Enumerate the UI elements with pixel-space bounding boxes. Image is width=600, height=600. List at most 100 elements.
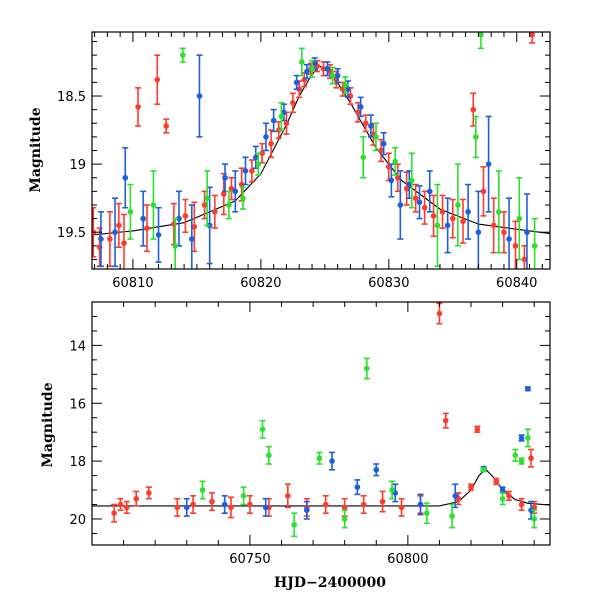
full-panel: 60750 60800 14 16 18 20 Magnitude HJD−2400000 (40, 301, 551, 591)
full-plot-frame (91, 301, 551, 546)
y-tick-label: 19 (69, 158, 86, 173)
data-point (477, 32, 484, 50)
data-point (232, 170, 239, 213)
data-point (373, 463, 380, 477)
y-tick-label: 18 (69, 455, 86, 470)
data-point (524, 385, 531, 392)
data-point (423, 502, 430, 525)
data-point (278, 102, 285, 131)
data-point (454, 163, 461, 247)
data-point (397, 170, 404, 240)
data-point (179, 47, 186, 63)
data-point (182, 198, 189, 234)
data-point (145, 486, 152, 500)
data-point (150, 170, 157, 240)
data-point (120, 213, 127, 269)
data-point (416, 185, 423, 220)
data-point (357, 96, 364, 118)
data-point (380, 131, 387, 156)
data-point (190, 495, 197, 514)
data-point (222, 163, 229, 193)
data-point (475, 190, 482, 269)
data-point (248, 159, 255, 183)
data-point (117, 497, 124, 512)
data-point (342, 76, 349, 95)
data-point (135, 87, 142, 127)
full-model-curve-layer (92, 468, 550, 507)
data-point (528, 448, 535, 468)
data-point (449, 198, 456, 239)
data-point (417, 493, 424, 516)
data-point (329, 451, 336, 471)
zoom-axis-ticks: 60810 60820 60830 60840 18.5 19 19.5 (57, 32, 550, 291)
data-point (480, 466, 487, 473)
data-point (309, 59, 316, 78)
data-point (495, 170, 502, 254)
zoom-data-layer (92, 32, 538, 269)
data-point (97, 210, 104, 268)
data-point (174, 497, 181, 517)
data-point (363, 357, 370, 380)
data-point (408, 152, 415, 209)
data-point (238, 167, 245, 202)
data-point (133, 490, 140, 507)
data-point (259, 142, 266, 164)
data-point (293, 74, 300, 91)
data-point (334, 67, 341, 84)
data-point (518, 497, 525, 512)
data-point (442, 412, 449, 429)
data-point (172, 217, 179, 269)
data-point (500, 210, 507, 254)
data-point (144, 204, 151, 253)
data-point (322, 495, 329, 514)
data-point (421, 190, 428, 225)
y-tick-label: 16 (69, 397, 86, 412)
data-point (199, 480, 206, 500)
model-curve (92, 65, 550, 236)
data-point (188, 204, 195, 269)
data-point (209, 492, 216, 512)
data-point (324, 61, 331, 77)
data-point (163, 118, 170, 134)
data-point (468, 483, 475, 491)
data-point (112, 197, 119, 268)
data-point (265, 445, 272, 465)
data-point (516, 176, 523, 261)
data-point (398, 497, 405, 517)
data-point (227, 496, 234, 519)
data-point (225, 190, 232, 220)
model-curve (92, 468, 550, 507)
data-point (505, 490, 512, 501)
data-point (474, 425, 481, 433)
data-point (518, 457, 525, 465)
data-point (362, 114, 369, 133)
data-point (512, 220, 519, 269)
data-point (115, 202, 122, 249)
data-point (480, 166, 487, 217)
data-point (490, 197, 497, 254)
data-point (196, 54, 203, 138)
data-point (367, 114, 374, 138)
data-point (303, 500, 310, 520)
y-tick-label: 18.5 (57, 90, 86, 105)
zoom-y-axis-label: Magnitude (28, 107, 44, 192)
full-x-axis-label: HJD−2400000 (274, 575, 386, 591)
data-point (111, 503, 118, 523)
data-point (311, 57, 318, 70)
data-point (316, 451, 323, 465)
data-point (439, 194, 446, 229)
data-point (472, 115, 479, 159)
data-point (140, 190, 147, 247)
data-point (284, 483, 291, 509)
full-axis-ticks: 60750 60800 14 16 18 20 (69, 301, 550, 567)
data-point (341, 509, 348, 529)
data-point (191, 201, 198, 253)
data-point (449, 503, 456, 529)
data-point (155, 206, 162, 263)
data-point (239, 186, 246, 210)
data-point (523, 193, 530, 269)
data-point (259, 419, 266, 439)
data-point (291, 512, 298, 538)
data-point (531, 509, 538, 529)
